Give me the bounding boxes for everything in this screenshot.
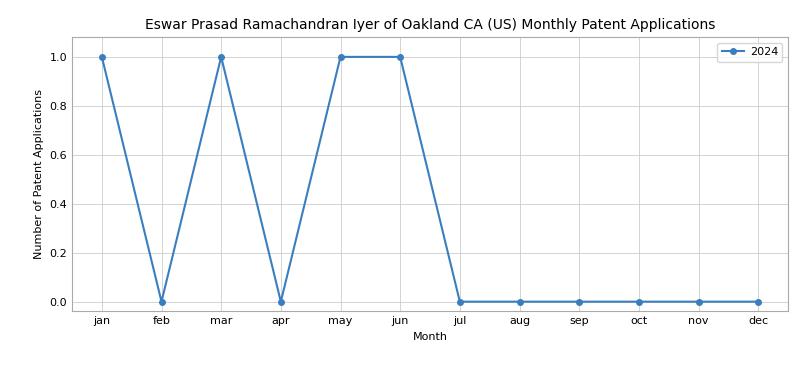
Title: Eswar Prasad Ramachandran Iyer of Oakland CA (US) Monthly Patent Applications: Eswar Prasad Ramachandran Iyer of Oaklan… bbox=[145, 18, 715, 32]
2024 bbox=[455, 300, 465, 304]
Legend: 2024: 2024 bbox=[718, 43, 782, 62]
2024 bbox=[514, 300, 524, 304]
Line: 2024: 2024 bbox=[99, 54, 761, 304]
2024 bbox=[694, 300, 703, 304]
2024 bbox=[276, 300, 286, 304]
Y-axis label: Number of Patent Applications: Number of Patent Applications bbox=[34, 90, 44, 259]
2024 bbox=[157, 300, 166, 304]
X-axis label: Month: Month bbox=[413, 332, 447, 342]
2024 bbox=[216, 55, 226, 59]
2024 bbox=[634, 300, 644, 304]
2024 bbox=[754, 300, 763, 304]
2024 bbox=[395, 55, 405, 59]
2024 bbox=[574, 300, 584, 304]
2024 bbox=[97, 55, 106, 59]
2024 bbox=[336, 55, 346, 59]
